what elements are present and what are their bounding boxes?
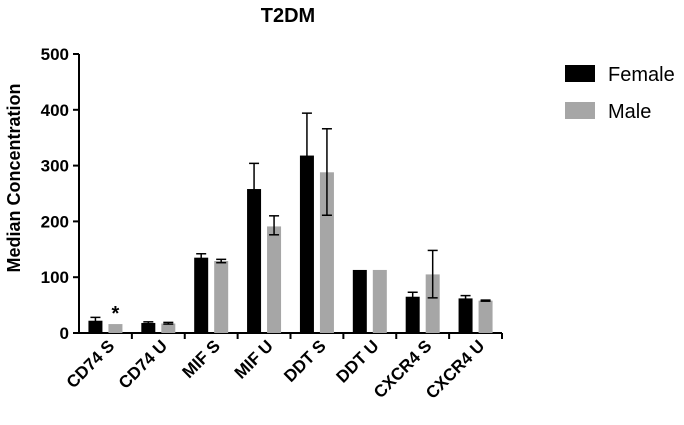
error-bars-group [90,112,491,325]
y-axis: 0 100 200 300 400 500 [41,45,80,343]
bar-female [141,322,156,333]
x-tick-label: DDT U [332,336,382,386]
legend-swatch-female [565,65,595,82]
bar-female [352,269,367,333]
x-tick-label: DDT S [280,336,329,385]
bar-female [247,189,262,333]
bar-male [108,324,123,333]
legend-label-female: Female [608,64,675,86]
bar-male [161,323,176,333]
y-tick-label: 400 [41,101,69,120]
x-tick-label: CD74 U [115,336,171,392]
significance-annotation: * [112,303,120,325]
bar-male [267,226,282,333]
x-tick-label: CD74 S [63,336,119,392]
y-tick-label: 0 [60,324,69,343]
annotations-group: * [112,303,120,325]
bar-female [405,296,420,333]
bar-female [194,257,209,333]
bar-female [299,155,314,333]
bar-male [478,300,493,333]
y-tick-label: 500 [41,45,69,64]
bar-male [214,261,229,333]
bars-group [88,155,493,333]
x-tick-label: MIF S [179,336,224,381]
y-axis-label: Median Concentration [4,83,24,272]
legend-swatch-male [565,102,595,119]
bar-female [458,298,473,333]
legend-label-male: Male [608,101,651,123]
y-tick-label: 200 [41,212,69,231]
x-tick-label: MIF U [231,336,277,382]
chart-title: T2DM [261,5,315,27]
bar-male [425,274,440,333]
bar-male [372,269,387,333]
legend: Female Male [565,64,675,123]
y-tick-label: 100 [41,268,69,287]
y-tick-label: 300 [41,157,69,176]
bar-male [319,172,334,333]
x-tick-label: CXCR4 U [422,336,488,402]
